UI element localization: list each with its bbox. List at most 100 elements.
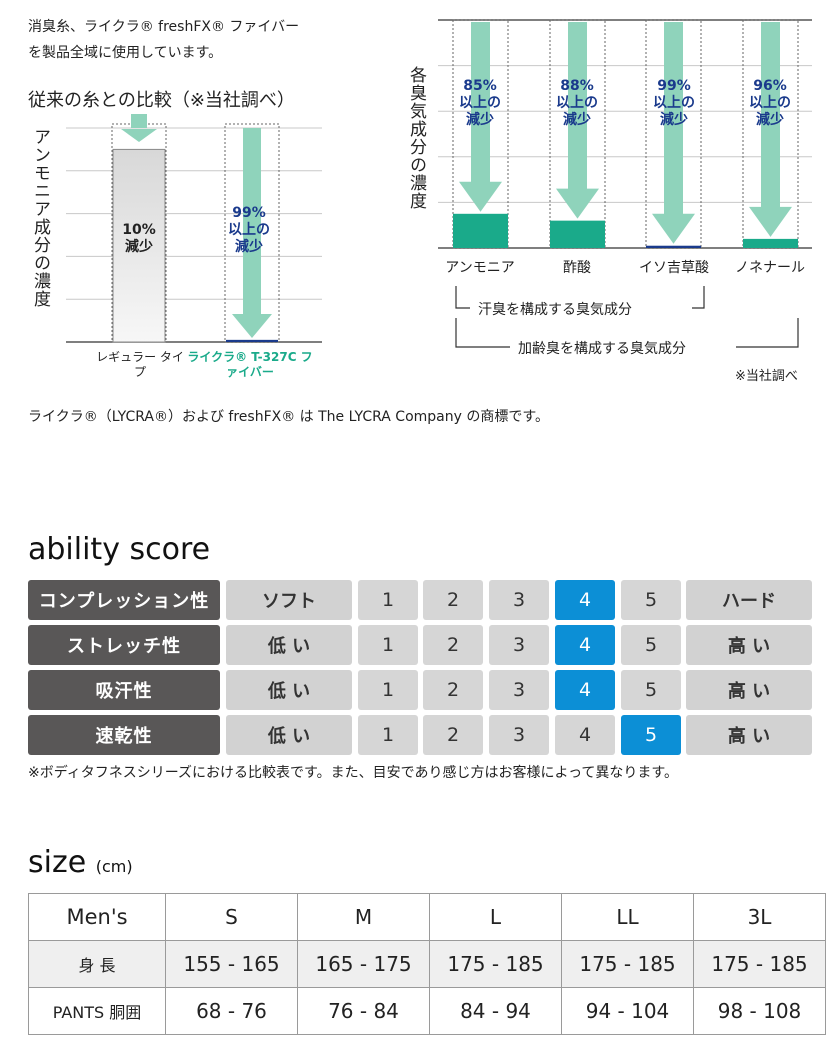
annotation-regular-l2: 減少	[125, 239, 153, 255]
ability-score: 1	[358, 715, 418, 755]
ability-low: 低 い	[226, 715, 352, 755]
arrow-shaft	[664, 22, 683, 216]
category-nonenal: ノネナール	[735, 260, 805, 276]
category-ammonia: アンモニア	[445, 260, 515, 276]
ability-title: ability score	[28, 532, 211, 567]
category-regular-label: レギュラー タイプ	[96, 350, 184, 379]
comparison-title: 従来の糸との比較（※当社調べ）	[28, 90, 295, 111]
size-header-mens: Men's	[28, 893, 166, 941]
ability-score: 1	[358, 625, 418, 665]
annotation-nonenal-l3: 減少	[756, 112, 784, 128]
size-waist-m: 76 - 84	[297, 987, 430, 1035]
ability-label: コンプレッション性	[28, 580, 220, 620]
intro-text: 消臭糸、ライクラ® freshFX® ファイバー を製品全域に使用しています。	[28, 14, 299, 66]
ability-high: ハード	[686, 580, 812, 620]
ability-low: 低 い	[226, 670, 352, 710]
bar-outline	[452, 19, 509, 249]
ability-score: 3	[489, 715, 549, 755]
ability-score-selected: 4	[555, 580, 615, 620]
annotation-regular-l1: 10%	[122, 222, 156, 238]
bar-酢酸	[550, 220, 605, 248]
bar-アンモニア	[453, 213, 508, 248]
annotation-lycra: 99% 以上の 減少	[216, 205, 282, 256]
arrow-head-lycra	[232, 314, 272, 338]
size-header-row: Men's S M L LL 3L	[28, 893, 826, 941]
ability-score: 3	[489, 580, 549, 620]
comparison-ylabel: アンモニア成分の濃度	[30, 128, 50, 308]
intro-line-2: を製品全域に使用しています。	[28, 45, 223, 61]
ability-score: 5	[621, 625, 681, 665]
annotation-ammonia: 85% 以上の 減少	[452, 78, 508, 129]
annotation-acetic: 88% 以上の 減少	[549, 78, 605, 129]
annotation-nonenal-l1: 96%	[753, 78, 787, 94]
annotation-isovaleric-l1: 99%	[657, 78, 691, 94]
arrow-shaft	[568, 22, 587, 191]
ability-score-selected: 5	[621, 715, 681, 755]
ability-high: 高 い	[686, 625, 812, 665]
size-waist-3l: 98 - 108	[693, 987, 826, 1035]
bracket-aging-label: 加齢臭を構成する臭気成分	[518, 341, 686, 357]
category-acetic: 酢酸	[563, 260, 591, 276]
ability-note: ※ボディタフネスシリーズにおける比較表です。また、目安であり感じ方はお客様によっ…	[28, 765, 678, 781]
odor-note: ※当社調べ	[735, 369, 798, 384]
size-row-waist-label: PANTS 胴囲	[28, 987, 166, 1035]
size-height-3l: 175 - 185	[693, 940, 826, 988]
bar-lycra	[226, 339, 278, 342]
odor-chart	[438, 19, 812, 348]
bracket-aging-right	[736, 318, 799, 348]
ability-score: 3	[489, 670, 549, 710]
ability-low: ソフト	[226, 580, 352, 620]
ability-score: 1	[358, 670, 418, 710]
trademark-text: ライクラ®（LYCRA®）および freshFX® は The LYCRA Co…	[28, 409, 549, 425]
annotation-lycra-l2: 以上の	[228, 222, 270, 238]
size-row-height-label: 身 長	[28, 940, 166, 988]
ability-low: 低 い	[226, 625, 352, 665]
annotation-lycra-l3: 減少	[235, 239, 263, 255]
size-row-height: 身 長 155 - 165 165 - 175 175 - 185 175 - …	[28, 940, 826, 988]
annotation-ammonia-l1: 85%	[463, 78, 497, 94]
ability-score-selected: 4	[555, 625, 615, 665]
annotation-acetic-l3: 減少	[563, 112, 591, 128]
size-header-m: M	[297, 893, 430, 941]
bracket-sweat-label: 汗臭を構成する臭気成分	[478, 302, 632, 318]
arrow-head	[652, 213, 695, 244]
ability-score: 2	[423, 670, 483, 710]
annotation-lycra-l1: 99%	[232, 205, 266, 221]
ability-label: ストレッチ性	[28, 625, 220, 665]
ability-score: 5	[621, 580, 681, 620]
size-height-l: 175 - 185	[429, 940, 562, 988]
bar-regular	[112, 148, 166, 343]
size-title: size (cm)	[28, 845, 133, 880]
annotation-isovaleric-l2: 以上の	[653, 95, 695, 111]
ability-score-selected: 4	[555, 670, 615, 710]
intro-line-1: 消臭糸、ライクラ® freshFX® ファイバー	[28, 19, 300, 35]
ability-high: 高 い	[686, 715, 812, 755]
arrow-shaft	[471, 22, 490, 184]
annotation-nonenal: 96% 以上の 減少	[742, 78, 798, 129]
size-waist-l: 84 - 94	[429, 987, 562, 1035]
annotation-acetic-l1: 88%	[560, 78, 594, 94]
bar-イソ吉草酸	[646, 245, 701, 248]
arrow-shaft-lycra	[243, 128, 261, 316]
bracket-sweat-right	[692, 286, 705, 309]
annotation-ammonia-l2: 以上の	[459, 95, 501, 111]
ability-score: 1	[358, 580, 418, 620]
bracket-aging-left	[455, 318, 510, 348]
ability-score: 5	[621, 670, 681, 710]
size-header-ll: LL	[561, 893, 694, 941]
odor-ylabel: 各臭気成分の濃度	[406, 66, 426, 210]
size-height-s: 155 - 165	[165, 940, 298, 988]
size-table: Men's S M L LL 3L 身 長 155 - 165 165 - 17…	[28, 893, 826, 1035]
arrow-head	[749, 206, 792, 237]
category-lycra: ライクラ® T-327C ファイバー	[186, 350, 314, 380]
arrow-head	[556, 188, 599, 219]
annotation-acetic-l2: 以上の	[556, 95, 598, 111]
ability-label: 吸汗性	[28, 670, 220, 710]
category-isovaleric: イソ吉草酸	[639, 260, 709, 276]
ability-score: 2	[423, 580, 483, 620]
size-header-l: L	[429, 893, 562, 941]
size-height-m: 165 - 175	[297, 940, 430, 988]
size-unit: (cm)	[95, 857, 133, 876]
annotation-isovaleric-l3: 減少	[660, 112, 688, 128]
arrow-shaft-regular	[131, 114, 147, 128]
